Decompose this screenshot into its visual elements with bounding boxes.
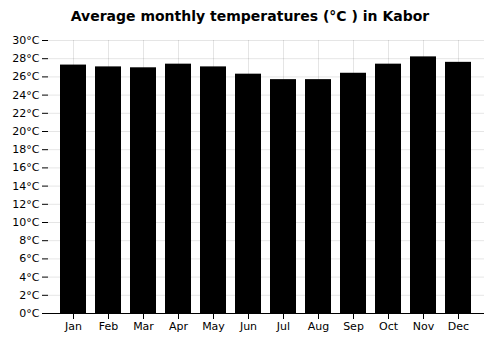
svg-text:26°C: 26°C: [12, 70, 39, 83]
html-text:Average monthly temperatures (: Average monthly temperatures (°C ) in Ka…: [70, 8, 430, 24]
svg-text:0°C: 0°C: [19, 307, 39, 320]
svg-text:16°C: 16°C: [12, 161, 39, 174]
svg-text:Jul: Jul: [276, 320, 290, 333]
svg-text:Feb: Feb: [99, 320, 118, 333]
svg-text:Oct: Oct: [379, 320, 399, 333]
svg-text:24°C: 24°C: [12, 89, 39, 102]
svg-text:2°C: 2°C: [19, 289, 39, 302]
svg-text:Dec: Dec: [448, 320, 469, 333]
svg-text:4°C: 4°C: [19, 271, 39, 284]
svg-text:Jun: Jun: [239, 320, 257, 333]
svg-text:Nov: Nov: [413, 320, 435, 333]
svg-text:20°C: 20°C: [12, 125, 39, 138]
svg-text:12°C: 12°C: [12, 198, 39, 211]
svg-text:28°C: 28°C: [12, 52, 39, 65]
svg-text:Jan: Jan: [64, 320, 82, 333]
svg-text:6°C: 6°C: [19, 252, 39, 265]
svg-text:30°C: 30°C: [12, 34, 39, 47]
svg-text:Aug: Aug: [308, 320, 329, 333]
svg-text:Mar: Mar: [133, 320, 154, 333]
svg-text:Sep: Sep: [343, 320, 364, 333]
svg-text:18°C: 18°C: [12, 143, 39, 156]
svg-text:Apr: Apr: [169, 320, 189, 333]
svg-text:14°C: 14°C: [12, 180, 39, 193]
svg-text:22°C: 22°C: [12, 107, 39, 120]
svg-text:8°C: 8°C: [19, 234, 39, 247]
svg-text:10°C: 10°C: [12, 216, 39, 229]
svg-text:May: May: [202, 320, 225, 333]
